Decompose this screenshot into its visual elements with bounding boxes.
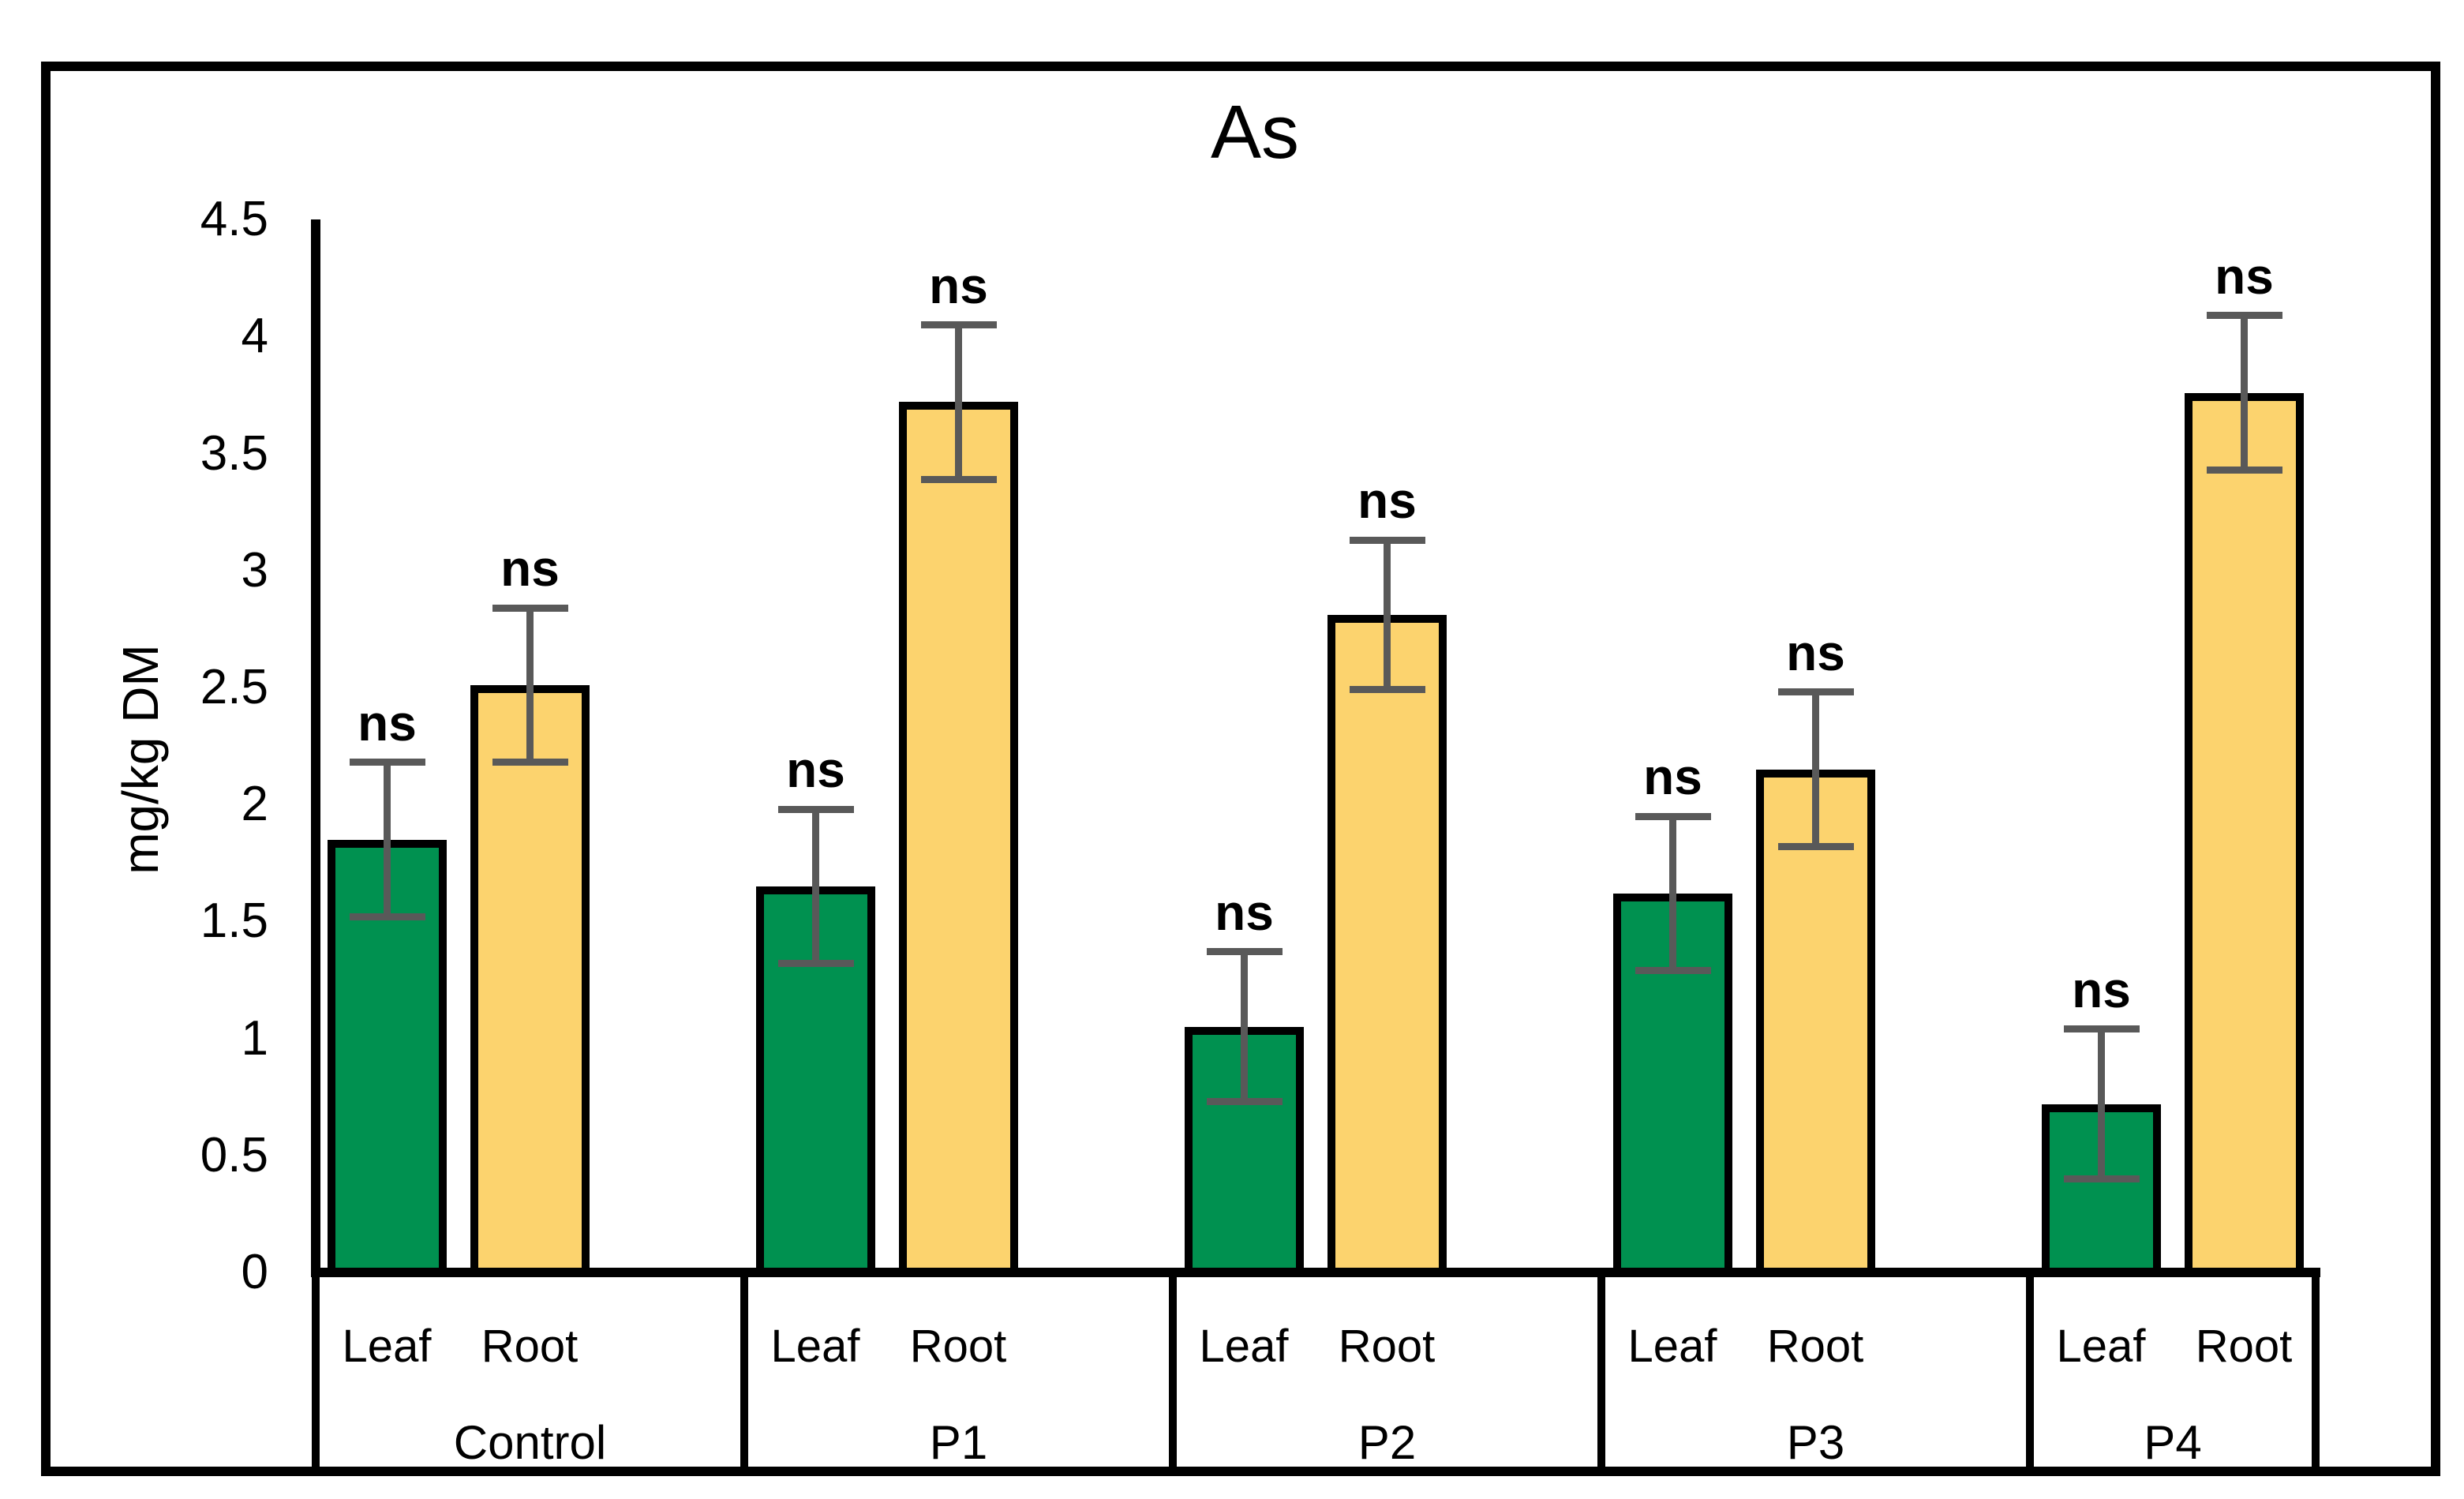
- series-axis-label-p3-root: Root: [1766, 1321, 1864, 1372]
- error-bar-cap-bottom-p2-leaf: [1206, 1098, 1283, 1106]
- x-axis-line: [311, 1268, 2320, 1277]
- error-bar-cap-bottom-p2-root: [1349, 686, 1425, 694]
- sig-label-p4-leaf: ns: [2072, 961, 2131, 1018]
- y-tick-label-2.5: 2.5: [200, 660, 268, 714]
- error-bar-cap-top-p4-leaf: [2063, 1025, 2140, 1033]
- error-bar-cap-bottom-p1-root: [920, 475, 997, 483]
- table-border-0: [312, 1272, 320, 1470]
- error-bar-line-p2-leaf: [1241, 951, 1248, 1102]
- error-bar-cap-top-p3-root: [1777, 688, 1854, 696]
- error-bar-line-p3-root: [1812, 691, 1819, 847]
- error-bar-line-p1-leaf: [812, 809, 819, 964]
- error-bar-cap-bottom-p4-root: [2206, 466, 2282, 474]
- error-bar-cap-bottom-p4-leaf: [2063, 1175, 2140, 1182]
- error-bar-line-p1-root: [955, 324, 962, 480]
- error-bar-line-p4-root: [2241, 315, 2248, 470]
- error-bar-cap-bottom-p1-leaf: [777, 960, 854, 968]
- error-bar-cap-top-p4-root: [2206, 312, 2282, 320]
- group-axis-label-control: Control: [453, 1416, 607, 1469]
- table-border-5: [2312, 1272, 2320, 1470]
- sig-label-control-leaf: ns: [358, 694, 417, 751]
- error-bar-cap-bottom-p3-root: [1777, 843, 1854, 851]
- sig-label-p4-root: ns: [2215, 247, 2274, 305]
- sig-label-control-root: ns: [500, 540, 560, 598]
- error-bar-cap-bottom-control-leaf: [349, 913, 425, 920]
- table-border-2: [1169, 1272, 1177, 1470]
- sig-label-p2-root: ns: [1357, 472, 1417, 530]
- bar-p4-root: [2185, 392, 2304, 1276]
- error-bar-line-p2-root: [1384, 540, 1391, 690]
- group-axis-label-p1: P1: [929, 1416, 988, 1469]
- series-axis-label-p4-leaf: Leaf: [2056, 1321, 2146, 1372]
- y-tick-label-0: 0: [241, 1245, 268, 1299]
- y-tick-label-2: 2: [241, 777, 268, 832]
- sig-label-p1-root: ns: [929, 257, 988, 314]
- table-border-4: [2026, 1272, 2034, 1470]
- sig-label-p3-leaf: ns: [1643, 748, 1702, 806]
- error-bar-cap-top-p2-leaf: [1206, 948, 1283, 956]
- error-bar-line-p4-leaf: [2098, 1029, 2105, 1179]
- series-axis-label-control-root: Root: [481, 1321, 579, 1372]
- bar-p1-root: [899, 402, 1018, 1276]
- error-bar-line-control-root: [526, 608, 534, 763]
- y-tick-label-3: 3: [241, 542, 268, 598]
- group-axis-label-p3: P3: [1786, 1416, 1845, 1469]
- y-tick-label-3.5: 3.5: [200, 425, 268, 481]
- error-bar-cap-bottom-p3-leaf: [1635, 967, 1711, 975]
- sig-label-p1-leaf: ns: [786, 741, 845, 799]
- sig-label-p3-root: ns: [1786, 624, 1845, 681]
- bar-p3-root: [1756, 769, 1875, 1276]
- group-axis-label-p2: P2: [1357, 1416, 1417, 1469]
- error-bar-cap-top-control-leaf: [349, 759, 425, 766]
- y-axis-line: [311, 219, 320, 1277]
- group-axis-label-p4: P4: [2144, 1416, 2202, 1469]
- error-bar-cap-top-p1-leaf: [777, 805, 854, 813]
- series-axis-label-p2-root: Root: [1338, 1321, 1436, 1372]
- y-tick-label-4: 4: [241, 309, 268, 364]
- bar-p2-root: [1327, 615, 1447, 1276]
- series-axis-label-control-leaf: Leaf: [342, 1321, 432, 1372]
- y-tick-label-1.5: 1.5: [200, 894, 268, 949]
- sig-label-p2-leaf: ns: [1215, 883, 1274, 941]
- bar-control-root: [470, 685, 590, 1276]
- y-tick-label-0.5: 0.5: [200, 1127, 268, 1182]
- series-axis-label-p4-root: Root: [2195, 1321, 2293, 1372]
- chart-title: As: [1210, 90, 1300, 174]
- table-border-3: [1597, 1272, 1605, 1470]
- y-tick-label-4.5: 4.5: [200, 192, 268, 247]
- error-bar-cap-top-control-root: [492, 604, 568, 612]
- error-bar-line-p3-leaf: [1669, 816, 1676, 971]
- table-border-1: [740, 1272, 748, 1470]
- error-bar-cap-top-p3-leaf: [1635, 812, 1711, 820]
- error-bar-cap-top-p1-root: [920, 321, 997, 329]
- series-axis-label-p2-leaf: Leaf: [1199, 1321, 1289, 1372]
- y-tick-label-1: 1: [241, 1010, 268, 1066]
- series-axis-label-p3-leaf: Leaf: [1627, 1321, 1717, 1372]
- error-bar-cap-bottom-control-root: [492, 759, 568, 766]
- series-axis-label-p1-root: Root: [909, 1321, 1007, 1372]
- error-bar-cap-top-p2-root: [1349, 536, 1425, 544]
- series-axis-label-p1-leaf: Leaf: [770, 1321, 860, 1372]
- error-bar-line-control-leaf: [384, 762, 391, 917]
